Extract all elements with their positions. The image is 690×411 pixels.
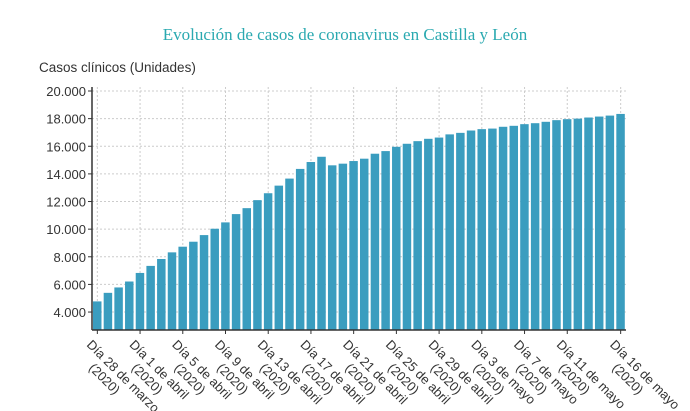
bar (594, 116, 604, 330)
bar (338, 163, 348, 330)
y-axis-label: Casos clínicos (Unidades) (39, 60, 196, 75)
bar (584, 117, 593, 330)
bar (530, 123, 540, 330)
bar (317, 156, 326, 330)
chart-title: Evolución de casos de coronavirus en Cas… (162, 25, 528, 44)
bar (477, 129, 486, 330)
bar (616, 113, 625, 330)
y-tick-label: 16.000 (46, 139, 86, 154)
bar (541, 121, 551, 330)
bar (552, 120, 561, 330)
bar (285, 178, 294, 330)
bar (392, 146, 401, 330)
y-tick-label: 10.000 (46, 222, 86, 237)
bar (274, 185, 284, 330)
bar (157, 258, 166, 330)
y-tick-label: 18.000 (46, 112, 86, 127)
y-tick-label: 20.000 (46, 84, 86, 99)
bar (456, 132, 465, 330)
bar (466, 130, 476, 330)
bar (146, 265, 155, 330)
bar (488, 128, 497, 330)
bar (253, 200, 262, 330)
bar (199, 235, 209, 330)
bar (402, 143, 412, 330)
y-tick-label: 4.000 (53, 305, 86, 320)
bar (424, 138, 433, 330)
bar (509, 125, 518, 330)
y-tick-label: 14.000 (46, 167, 86, 182)
bar (295, 168, 305, 330)
bar (360, 158, 369, 330)
y-tick-label: 6.000 (53, 277, 86, 292)
bar (327, 165, 337, 330)
bar (125, 281, 134, 330)
bar (370, 153, 380, 330)
bar (135, 272, 145, 330)
bar (178, 246, 187, 330)
bar (498, 126, 508, 331)
bar (413, 141, 422, 330)
bar (445, 134, 454, 330)
bar (93, 301, 102, 330)
bar (349, 161, 358, 330)
bar (306, 162, 316, 330)
bar (221, 222, 230, 330)
bar (520, 124, 529, 330)
bar (114, 287, 123, 330)
bar (189, 241, 198, 330)
bar (242, 208, 251, 330)
bar (210, 228, 219, 330)
y-tick-label: 8.000 (53, 250, 86, 265)
bar (263, 193, 273, 330)
bar (167, 252, 177, 330)
bar (573, 118, 583, 330)
bar (605, 115, 615, 330)
bar (434, 137, 444, 330)
bar (231, 214, 241, 330)
bar (103, 292, 113, 330)
bar (562, 119, 572, 331)
bar (381, 151, 390, 330)
y-tick-label: 12.000 (46, 195, 86, 210)
